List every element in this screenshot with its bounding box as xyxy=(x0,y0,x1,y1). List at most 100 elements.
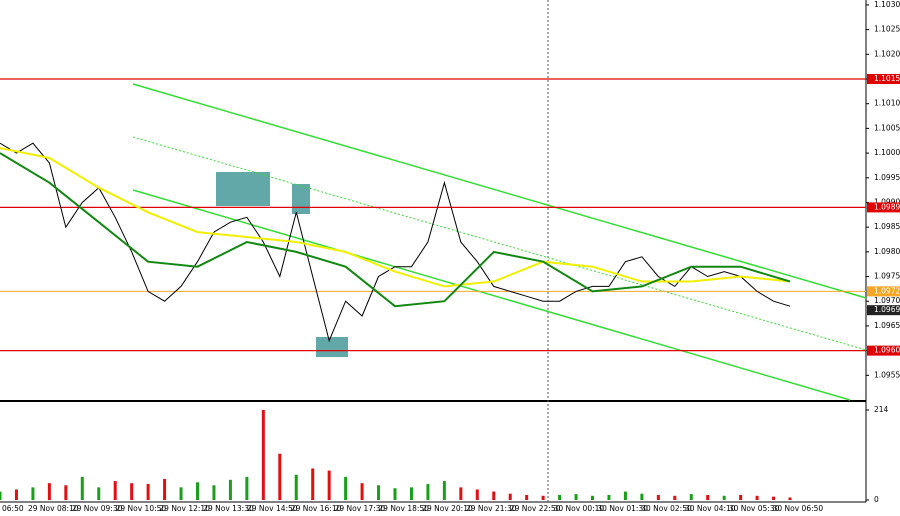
volume-bar xyxy=(0,491,2,500)
volume-bar xyxy=(788,497,792,500)
volume-tick-label: 0 xyxy=(874,495,879,504)
volume-bar xyxy=(673,495,677,500)
y-tick-label: 1.1025 xyxy=(874,25,900,34)
level-tag xyxy=(867,202,900,213)
level-tag xyxy=(867,345,900,356)
volume-bar xyxy=(574,494,578,500)
volume-bar xyxy=(772,496,776,500)
time-label: 29 Nov 20:10 xyxy=(422,504,473,513)
y-tick-label: 1.1010 xyxy=(874,99,900,108)
zone-box xyxy=(216,172,270,206)
y-tick-label: 1.1005 xyxy=(874,123,900,132)
time-label: 30 Nov 06:50 xyxy=(773,504,824,513)
volume-bar xyxy=(14,489,18,500)
volume-bar xyxy=(426,484,430,500)
time-label: 30 Nov 04:10 xyxy=(685,504,736,513)
bid-label: 1.0972 xyxy=(874,286,900,295)
volume-bar xyxy=(409,487,413,500)
volume-bar xyxy=(591,495,594,500)
zone-box xyxy=(292,184,310,214)
volume-bar xyxy=(475,489,479,500)
volume-bar xyxy=(278,453,282,500)
channel-upper xyxy=(132,83,867,299)
time-label: 29 Nov 09:30 xyxy=(72,504,123,513)
bid-tag xyxy=(867,286,900,297)
level-label: 1.1015 xyxy=(874,74,900,83)
y-tick-label: 1.0970 xyxy=(874,296,900,305)
volume-bar xyxy=(442,481,446,500)
time-label: 29 Nov 13:30 xyxy=(203,504,254,513)
volume-bar xyxy=(97,487,101,500)
volume-bar xyxy=(656,494,660,500)
time-label: 30 Nov 02:50 xyxy=(641,504,692,513)
volume-bar xyxy=(377,485,381,500)
time-label: 29 Nov 21:30 xyxy=(466,504,517,513)
series-ma-slow xyxy=(0,147,791,288)
volume-bar xyxy=(344,476,348,500)
volume-bar xyxy=(689,494,693,500)
volume-bar xyxy=(146,484,150,500)
volume-bar xyxy=(640,493,644,500)
volume-bar xyxy=(245,476,249,500)
volume-bar xyxy=(179,487,183,500)
volume-tick-label: 214 xyxy=(874,405,889,414)
channel-mid xyxy=(132,136,867,351)
volume-bar xyxy=(196,482,199,500)
y-tick-label: 1.0995 xyxy=(874,173,900,182)
volume-bar xyxy=(755,495,759,500)
time-label: 29 Nov 10:50 xyxy=(116,504,167,513)
y-tick-label: 1.1000 xyxy=(874,148,900,157)
volume-bar xyxy=(525,494,529,500)
y-tick-label: 1.0985 xyxy=(874,222,900,231)
volume-bar xyxy=(508,493,512,500)
zone-box xyxy=(316,337,348,357)
y-tick-label: 1.1030 xyxy=(874,0,900,9)
volume-bar xyxy=(607,494,611,500)
y-tick-label: 1.0990 xyxy=(874,197,900,206)
volume-bar xyxy=(212,485,216,500)
volume-bar xyxy=(31,487,35,500)
volume-bar xyxy=(739,494,743,500)
volume-bar xyxy=(47,483,51,500)
series-close xyxy=(0,142,791,343)
volume-bar xyxy=(228,479,232,500)
time-label: 29 Nov 18:50 xyxy=(378,504,429,513)
level-tag xyxy=(867,74,900,85)
y-tick-label: 1.1020 xyxy=(874,49,900,58)
y-tick-label: 1.0965 xyxy=(874,321,900,330)
volume-bar xyxy=(706,494,710,500)
time-label: 30 Nov 00:10 xyxy=(554,504,605,513)
volume-bar xyxy=(558,494,562,500)
time-label: 29 Nov 22:50 xyxy=(510,504,561,513)
time-label: 30 Nov 01:30 xyxy=(597,504,648,513)
volume-bar xyxy=(541,495,545,500)
level-label: 1.0989 xyxy=(874,202,900,211)
time-label: 29 Nov 17:30 xyxy=(335,504,386,513)
y-tick-label: 1.0955 xyxy=(874,370,900,379)
volume-bar xyxy=(261,410,265,500)
y-tick-label: 1.0980 xyxy=(874,247,900,256)
volume-bar xyxy=(360,483,364,500)
volume-bar xyxy=(623,491,627,500)
volume-bar xyxy=(393,488,397,500)
y-tick-label: 1.0975 xyxy=(874,272,900,281)
volume-bar xyxy=(113,481,117,500)
last-tag xyxy=(867,305,900,316)
volume-bar xyxy=(311,468,315,500)
volume-bar xyxy=(163,478,167,500)
volume-bar xyxy=(64,485,68,500)
volume-bar xyxy=(130,483,134,500)
volume-bar xyxy=(80,476,84,500)
last-label: 1.0969 xyxy=(874,305,900,314)
volume-bar xyxy=(327,470,331,500)
time-label: 30 Nov 05:30 xyxy=(729,504,780,513)
volume-bar xyxy=(722,495,726,500)
time-label: 29 Nov 14:50 xyxy=(247,504,298,513)
volume-bar xyxy=(492,491,496,500)
time-label: 06:50 xyxy=(2,504,24,513)
time-label: 29 Nov 16:10 xyxy=(291,504,342,513)
time-label: 29 Nov 12:10 xyxy=(159,504,210,513)
